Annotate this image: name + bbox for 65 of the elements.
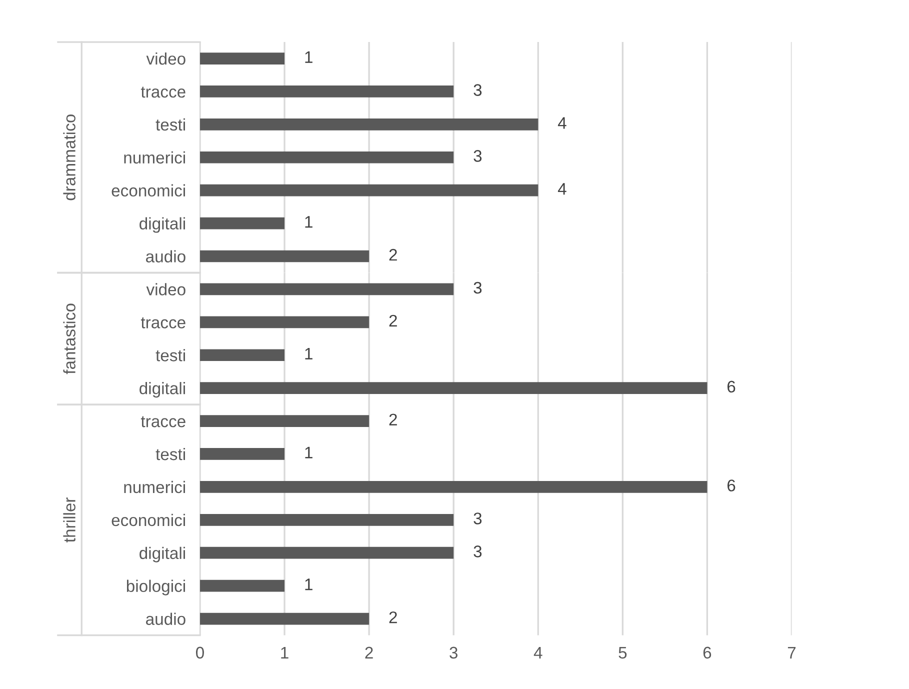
data-label: 4 bbox=[558, 183, 566, 195]
x-tick-label: 2 bbox=[365, 646, 373, 658]
data-label: 3 bbox=[474, 546, 482, 558]
bar bbox=[200, 86, 454, 98]
y-axis-title: fantastico bbox=[63, 304, 76, 374]
data-label: 3 bbox=[474, 150, 482, 162]
bar bbox=[200, 52, 285, 64]
y-tick-label: tracce bbox=[140, 317, 186, 328]
data-label: 6 bbox=[727, 480, 736, 492]
bar bbox=[200, 580, 285, 592]
y-tick-label: biologici bbox=[126, 580, 185, 596]
bar bbox=[200, 514, 454, 526]
data-label: 2 bbox=[389, 611, 397, 624]
data-label: 1 bbox=[305, 446, 312, 458]
y-tick-label: numerici bbox=[124, 151, 185, 164]
y-tick-label: audio bbox=[146, 612, 186, 625]
bar bbox=[200, 448, 285, 460]
data-label: 1 bbox=[305, 51, 312, 63]
y-tick-label: testi bbox=[156, 349, 185, 362]
y-tick-label: economici bbox=[112, 514, 185, 526]
y-tick-label: numerici bbox=[124, 480, 185, 494]
y-tick-label: tracce bbox=[140, 86, 186, 98]
y-tick-label: testi bbox=[156, 118, 185, 131]
data-label: 2 bbox=[389, 414, 397, 426]
y-tick-label: video bbox=[146, 52, 186, 65]
y-tick-label: digitali bbox=[140, 382, 185, 398]
y-tick-label: economici bbox=[112, 184, 185, 197]
bar bbox=[200, 481, 708, 493]
x-tick-label: 0 bbox=[196, 646, 204, 659]
bar bbox=[200, 217, 285, 230]
y-tick-label: digitali bbox=[140, 217, 185, 233]
bar bbox=[200, 316, 370, 328]
x-tick-label: 6 bbox=[703, 646, 712, 659]
bar bbox=[200, 184, 538, 196]
y-axis-title: drammatico bbox=[63, 114, 76, 200]
data-label: 3 bbox=[474, 282, 482, 294]
data-label: 6 bbox=[727, 380, 736, 393]
data-label: 2 bbox=[389, 248, 397, 261]
bar bbox=[200, 415, 370, 427]
y-tick-label: digitali bbox=[140, 546, 185, 562]
bar bbox=[200, 546, 454, 559]
data-label: 3 bbox=[474, 84, 482, 96]
y-tick-label: audio bbox=[146, 250, 186, 262]
bar bbox=[200, 612, 370, 625]
data-label: 1 bbox=[305, 216, 312, 228]
data-label: 3 bbox=[474, 512, 482, 524]
bar bbox=[200, 283, 454, 296]
x-tick-label: 4 bbox=[534, 646, 542, 658]
data-label: 4 bbox=[558, 117, 566, 129]
data-label: 1 bbox=[305, 578, 312, 590]
bar bbox=[200, 382, 708, 394]
bar bbox=[200, 250, 370, 262]
bar bbox=[200, 349, 285, 362]
x-tick-label: 3 bbox=[450, 646, 458, 659]
x-tick-label: 1 bbox=[281, 646, 288, 658]
data-label: 1 bbox=[305, 348, 312, 360]
data-label: 2 bbox=[389, 314, 397, 326]
x-tick-label: 5 bbox=[618, 646, 627, 659]
y-tick-label: video bbox=[146, 283, 186, 296]
y-tick-label: testi bbox=[156, 448, 185, 460]
x-tick-label: 7 bbox=[788, 646, 796, 658]
bar bbox=[200, 118, 538, 130]
bar bbox=[200, 151, 454, 164]
y-axis-title: thriller bbox=[63, 497, 76, 542]
y-tick-label: tracce bbox=[140, 416, 186, 428]
